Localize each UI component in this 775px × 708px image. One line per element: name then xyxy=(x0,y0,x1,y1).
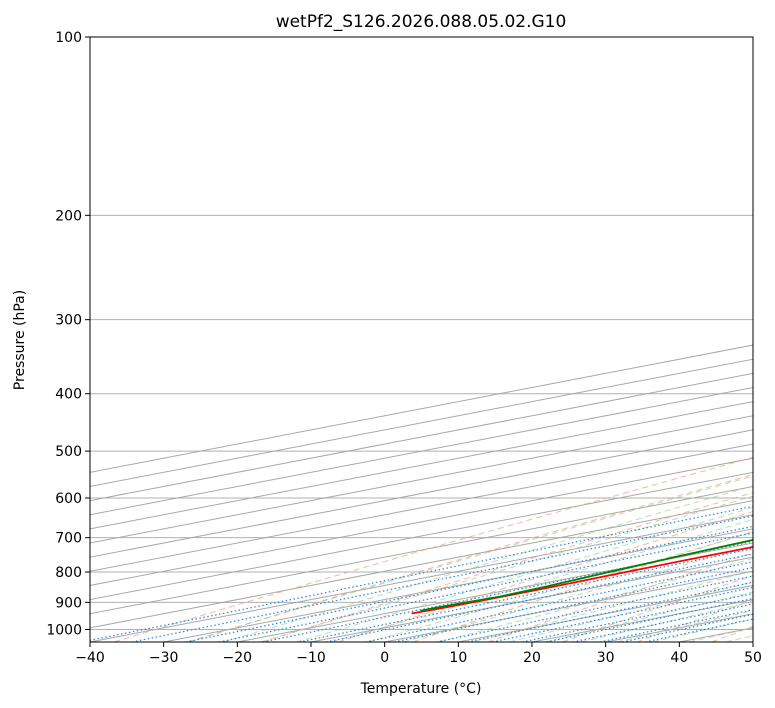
dry-adiabat-line xyxy=(113,456,753,642)
plot-frame xyxy=(89,36,754,643)
isotherm-line xyxy=(90,471,753,601)
isotherm-line xyxy=(90,500,753,629)
y-tick-label: 300 xyxy=(55,313,82,329)
y-tick-label: 500 xyxy=(55,444,82,460)
x-axis-label: Temperature (°C) xyxy=(360,681,482,697)
mixing-ratio-line xyxy=(325,553,753,642)
y-axis-ticks: 100 200 300 400 500 600 700 800 900 1000 xyxy=(46,30,90,638)
isotherm-line xyxy=(90,415,753,544)
x-tick-label: −20 xyxy=(223,650,253,666)
y-tick-label: 900 xyxy=(55,595,82,611)
dry-adiabat-line xyxy=(263,492,753,642)
dewpoint-profile-line xyxy=(420,539,753,612)
mixing-ratio-line xyxy=(599,608,753,642)
x-tick-label: 40 xyxy=(670,650,688,666)
y-tick-label: 600 xyxy=(55,491,82,507)
moist-adiabat-line xyxy=(509,581,753,642)
isotherm-line xyxy=(90,443,753,572)
y-tick-label: 100 xyxy=(55,30,82,46)
moist-adiabat-line xyxy=(296,506,753,642)
mixing-ratio-line xyxy=(218,532,753,642)
isotherm-line xyxy=(163,528,753,642)
moist-adiabat-line xyxy=(473,570,753,642)
dry-adiabat-line xyxy=(338,511,753,642)
mixing-ratio-line xyxy=(90,505,753,641)
x-tick-label: 0 xyxy=(380,650,389,666)
isotherm-line xyxy=(90,457,753,586)
mixing-ratio-line xyxy=(365,561,753,642)
isotherm-line xyxy=(90,429,753,558)
temperature-profile-line xyxy=(411,546,753,615)
moist-adiabat-line xyxy=(402,545,753,642)
isotherm-line xyxy=(90,514,753,642)
y-axis-label: Pressure (hPa) xyxy=(12,290,28,390)
y-tick-label: 800 xyxy=(55,565,82,581)
dry-adiabat-line xyxy=(412,530,753,642)
x-tick-label: 20 xyxy=(523,650,541,666)
sounding-profiles xyxy=(411,539,753,615)
x-tick-label: 30 xyxy=(597,650,615,666)
x-axis-ticks: −40 −30 −20 −10 0 10 20 30 40 50 xyxy=(75,642,762,666)
x-tick-label: 50 xyxy=(744,650,762,666)
isotherm-line xyxy=(90,485,753,615)
chart-title: wetPf2_S126.2026.088.05.02.G10 xyxy=(276,12,567,32)
mixing-ratio-line xyxy=(394,566,753,642)
y-tick-label: 400 xyxy=(55,387,82,403)
x-tick-label: −40 xyxy=(75,650,105,666)
y-tick-label: 700 xyxy=(55,531,82,547)
x-tick-label: −10 xyxy=(296,650,326,666)
y-tick-label: 1000 xyxy=(46,622,82,638)
x-tick-label: −30 xyxy=(149,650,179,666)
x-tick-label: 10 xyxy=(449,650,467,666)
moist-adiabat-line xyxy=(544,591,753,642)
y-tick-label: 200 xyxy=(55,208,82,224)
